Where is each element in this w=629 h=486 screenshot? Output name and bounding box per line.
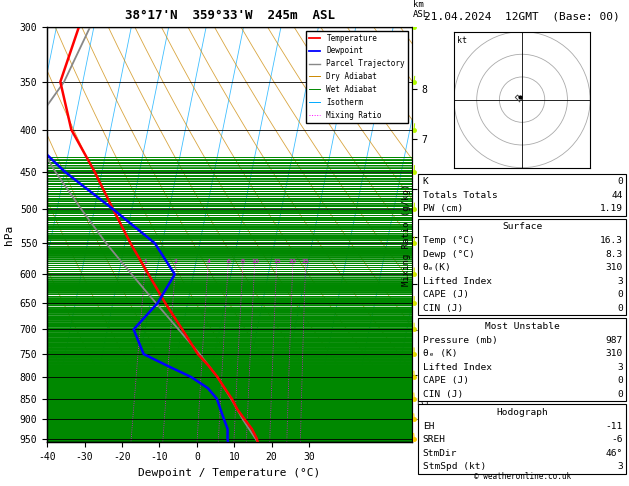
Text: Surface: Surface xyxy=(502,223,542,231)
Text: CIN (J): CIN (J) xyxy=(423,390,463,399)
Text: 310: 310 xyxy=(606,263,623,272)
Text: SREH: SREH xyxy=(423,435,446,444)
Text: θₑ (K): θₑ (K) xyxy=(423,349,457,358)
Text: 10: 10 xyxy=(251,259,259,264)
Text: StmSpd (kt): StmSpd (kt) xyxy=(423,463,486,471)
Text: 15: 15 xyxy=(273,259,281,264)
Legend: Temperature, Dewpoint, Parcel Trajectory, Dry Adiabat, Wet Adiabat, Isotherm, Mi: Temperature, Dewpoint, Parcel Trajectory… xyxy=(306,31,408,122)
Text: θₑ(K): θₑ(K) xyxy=(423,263,452,272)
Text: Mixing Ratio (g/kg): Mixing Ratio (g/kg) xyxy=(402,183,411,286)
Text: Lifted Index: Lifted Index xyxy=(423,363,492,372)
Text: CAPE (J): CAPE (J) xyxy=(423,291,469,299)
Text: 0: 0 xyxy=(617,390,623,399)
Text: PW (cm): PW (cm) xyxy=(423,205,463,213)
Text: 3: 3 xyxy=(617,363,623,372)
Text: 46°: 46° xyxy=(606,449,623,458)
Text: Lifted Index: Lifted Index xyxy=(423,277,492,286)
Text: 8.3: 8.3 xyxy=(606,250,623,259)
Text: 21.04.2024  12GMT  (Base: 00): 21.04.2024 12GMT (Base: 00) xyxy=(424,12,620,22)
Y-axis label: hPa: hPa xyxy=(4,225,14,244)
Text: kt: kt xyxy=(457,35,467,45)
Text: StmDir: StmDir xyxy=(423,449,457,458)
Text: 3: 3 xyxy=(617,277,623,286)
Text: 0: 0 xyxy=(617,291,623,299)
Text: 38°17'N  359°33'W  245m  ASL: 38°17'N 359°33'W 245m ASL xyxy=(125,9,335,22)
Text: Temp (°C): Temp (°C) xyxy=(423,236,474,245)
Text: 0: 0 xyxy=(617,377,623,385)
Text: 2: 2 xyxy=(174,259,178,264)
Text: 16.3: 16.3 xyxy=(599,236,623,245)
Text: 0: 0 xyxy=(617,304,623,313)
Text: km
ASL: km ASL xyxy=(413,0,430,19)
Text: 20: 20 xyxy=(289,259,297,264)
Text: CIN (J): CIN (J) xyxy=(423,304,463,313)
Text: 25: 25 xyxy=(302,259,309,264)
Text: Dewp (°C): Dewp (°C) xyxy=(423,250,474,259)
Text: 0: 0 xyxy=(617,177,623,186)
Text: 3: 3 xyxy=(617,463,623,471)
Text: 44: 44 xyxy=(611,191,623,200)
Text: 310: 310 xyxy=(606,349,623,358)
Text: CAPE (J): CAPE (J) xyxy=(423,377,469,385)
Text: 6: 6 xyxy=(226,259,230,264)
Text: Totals Totals: Totals Totals xyxy=(423,191,498,200)
X-axis label: Dewpoint / Temperature (°C): Dewpoint / Temperature (°C) xyxy=(138,468,321,478)
Text: 4: 4 xyxy=(206,259,210,264)
Text: 1: 1 xyxy=(143,259,148,264)
Text: -11: -11 xyxy=(606,422,623,431)
Text: Hodograph: Hodograph xyxy=(496,408,548,417)
Text: 8: 8 xyxy=(241,259,245,264)
Text: © weatheronline.co.uk: © weatheronline.co.uk xyxy=(474,472,571,481)
Text: -6: -6 xyxy=(611,435,623,444)
Text: Most Unstable: Most Unstable xyxy=(485,322,559,331)
Text: EH: EH xyxy=(423,422,434,431)
Text: LCL: LCL xyxy=(416,398,431,407)
Text: K: K xyxy=(423,177,428,186)
Text: 987: 987 xyxy=(606,336,623,345)
Text: Pressure (mb): Pressure (mb) xyxy=(423,336,498,345)
Text: 1.19: 1.19 xyxy=(599,205,623,213)
